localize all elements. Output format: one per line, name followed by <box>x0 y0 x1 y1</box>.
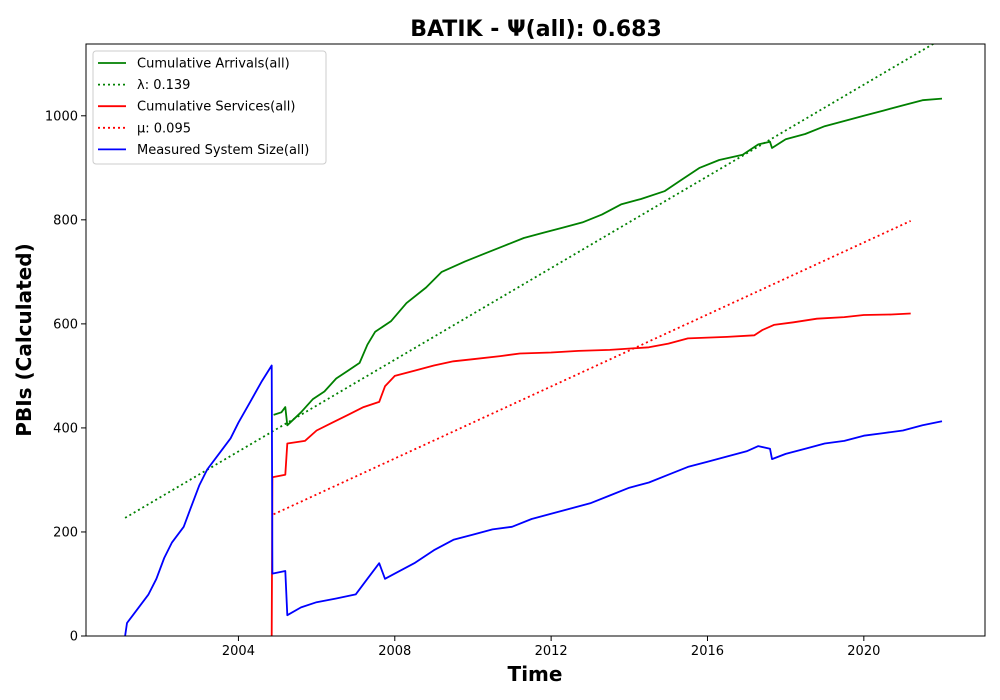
x-axis: 2004 2008 2012 2016 2020 <box>222 636 880 659</box>
y-tick-label-5: 1000 <box>45 109 78 124</box>
x-tick-label-4: 2020 <box>847 644 880 659</box>
legend-label-0: Cumulative Arrivals(all) <box>137 57 290 72</box>
legend-label-4: Measured System Size(all) <box>137 143 309 158</box>
y-axis: 0 200 400 600 800 1000 <box>45 109 86 644</box>
x-tick-label-1: 2008 <box>378 644 411 659</box>
x-tick-label-0: 2004 <box>222 644 255 659</box>
chart-title: BATIK - Ψ(all): 0.683 <box>410 17 662 42</box>
legend-label-1: λ: 0.139 <box>137 78 190 93</box>
y-tick-label-3: 600 <box>53 317 78 332</box>
series-line-0 <box>274 99 942 426</box>
y-tick-label-1: 200 <box>53 525 78 540</box>
series-line-2 <box>272 314 911 637</box>
x-tick-label-3: 2016 <box>691 644 724 659</box>
y-tick-label-2: 400 <box>53 421 78 436</box>
y-tick-label-4: 800 <box>53 213 78 228</box>
y-axis-label: PBIs (Calculated) <box>12 243 36 436</box>
x-tick-label-2: 2012 <box>535 644 568 659</box>
legend-label-2: Cumulative Services(all) <box>137 100 295 115</box>
series-line-3 <box>274 221 911 514</box>
x-axis-label: Time <box>508 662 563 686</box>
series-line-4 <box>125 366 942 637</box>
legend-label-3: μ: 0.095 <box>137 121 191 136</box>
y-tick-label-0: 0 <box>70 630 78 645</box>
legend: Cumulative Arrivals(all) λ: 0.139 Cumulati… <box>93 51 326 164</box>
